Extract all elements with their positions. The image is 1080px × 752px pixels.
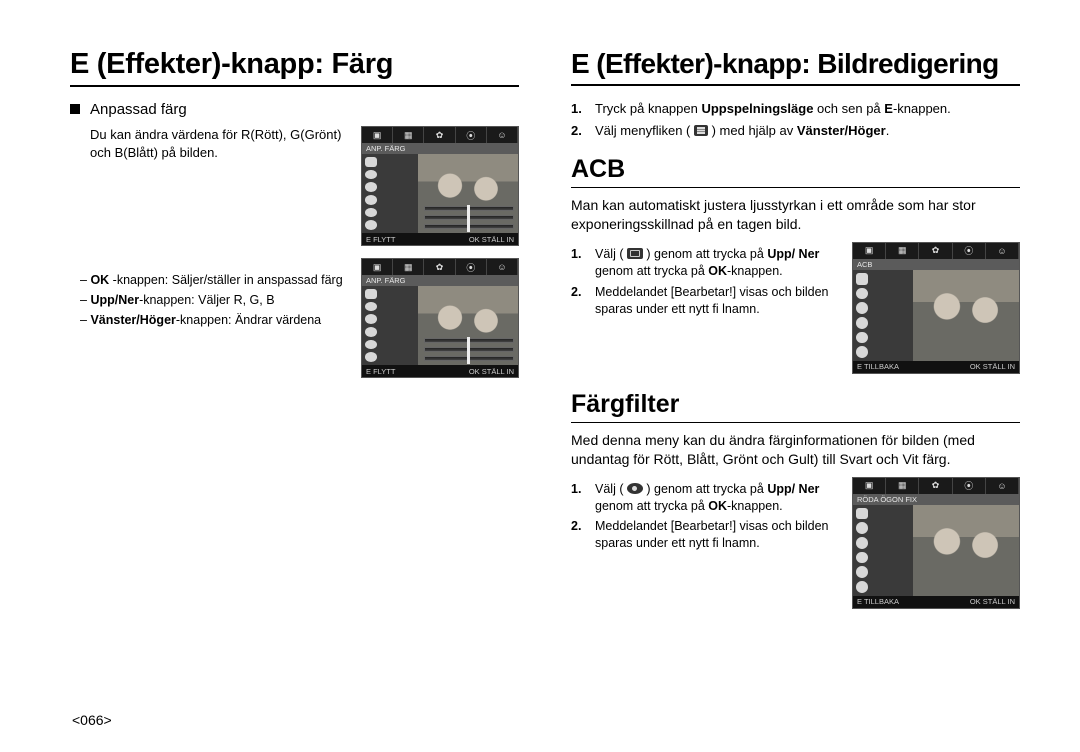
left-spec: – OK -knappen: Säljer/ställer in anspass…	[70, 270, 349, 330]
fargfilter-steps: 1.Välj ( ) genom att trycka på Upp/ Ner …	[571, 481, 840, 557]
thumb-left-2: ▣▦✿⦿☺ ANP. FÄRG E FLYTTOK STÄLL IN	[361, 258, 519, 378]
right-title: E (Effekter)-knapp: Bildredigering	[571, 48, 1020, 86]
fargfilter-para: Med denna meny kan du ändra färginformat…	[571, 431, 1020, 469]
thumb-left-1: ▣▦✿⦿☺ ANP. FÄRG E FLYTTOK STÄLL IN	[361, 126, 519, 246]
acb-para: Man kan automatiskt justera ljusstyrkan …	[571, 196, 1020, 234]
thumb-fargfilter: ▣▦✿⦿☺ RÖDA ÖGON FIX E TILLBAKAOK STÄLL I…	[852, 477, 1020, 609]
page-number: <066>	[72, 712, 112, 728]
acb-step-icon	[627, 248, 643, 259]
left-intro: Du kan ändra värdena för R(Rött), G(Grön…	[70, 126, 349, 161]
left-title: E (Effekter)-knapp: Färg	[70, 48, 519, 87]
acb-heading: ACB	[571, 155, 1020, 188]
thumb-acb: ▣▦✿⦿☺ ACB E TILLBAKAOK STÄLL IN	[852, 242, 1020, 374]
eye-icon	[627, 483, 643, 494]
top-steps: 1.Tryck på knappen Uppspelningsläge och …	[571, 100, 1020, 139]
menu-icon	[694, 125, 708, 136]
fargfilter-heading: Färgfilter	[571, 390, 1020, 423]
subhead-anpassad: Anpassad färg	[70, 101, 519, 118]
acb-steps: 1.Välj ( ) genom att trycka på Upp/ Ner …	[571, 246, 840, 322]
